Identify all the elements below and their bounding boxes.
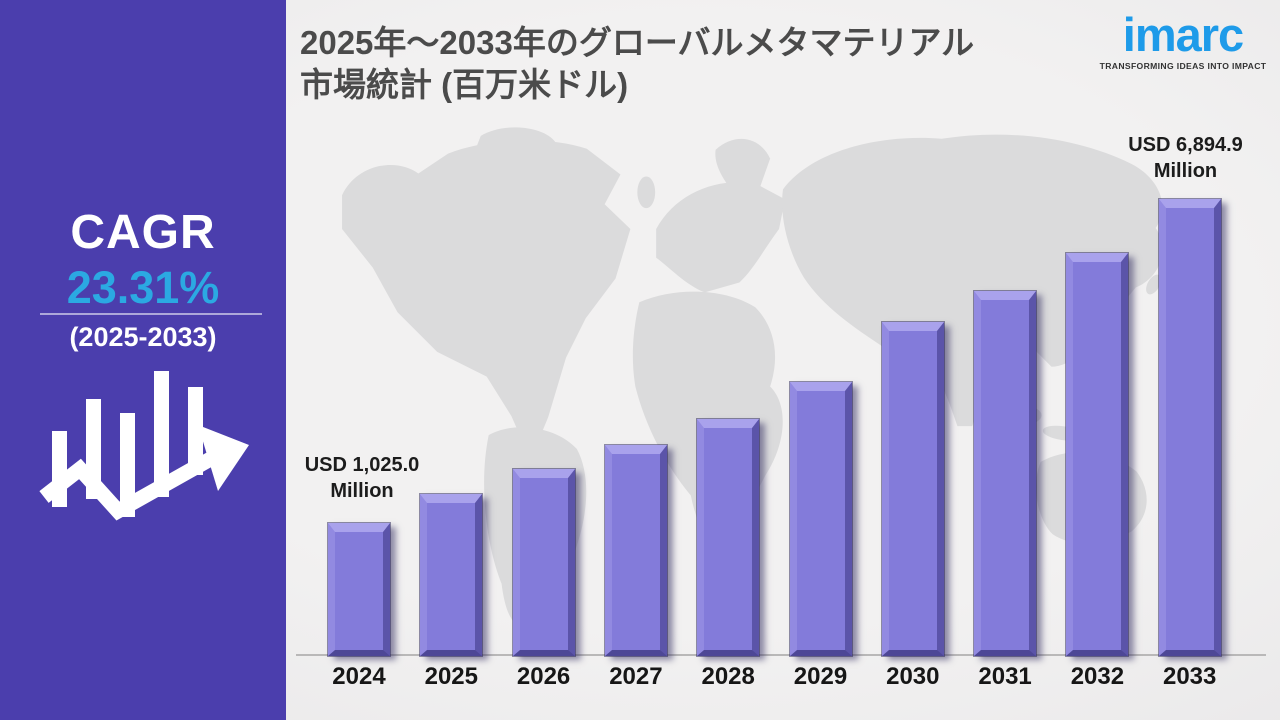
bar-2033: [1157, 198, 1222, 657]
data-label-2033: USD 6,894.9 Million: [1108, 132, 1263, 184]
cagr-value: 23.31%: [66, 262, 220, 313]
bar-2024: [327, 522, 391, 657]
x-axis-label-2025: 2025: [424, 663, 478, 690]
data-label-2024-value: USD 1,025.0: [304, 454, 420, 476]
cagr-divider: [40, 313, 262, 315]
cagr-label: CAGR: [70, 206, 216, 259]
bar-2026: [511, 468, 576, 657]
x-axis-label-2024: 2024: [332, 663, 386, 690]
chart-title-line2: 市場統計 (百万米ドル): [300, 66, 629, 104]
x-axis-label-2026: 2026: [516, 663, 571, 690]
data-label-2033-value: USD 6,894.9: [1128, 134, 1243, 156]
x-axis-label-2027: 2027: [609, 663, 663, 690]
bar-2032: [1065, 252, 1130, 657]
data-label-2024: USD 1,025.0 Million: [292, 452, 432, 504]
bar-2027: [603, 444, 668, 657]
growth-chart-arrow-icon: [39, 371, 249, 521]
x-axis-label-2028: 2028: [701, 663, 755, 690]
x-axis-label-2029: 2029: [793, 663, 848, 690]
x-axis-line: [296, 654, 1266, 656]
bar-chart: 2024 2025 2026 2027 2028 2029 2030 2031 2032 2033…: [286, 0, 1280, 720]
data-label-2024-unit: Million: [330, 480, 394, 502]
bar-2025: [419, 493, 484, 657]
x-axis-label-2032: 2032: [1070, 663, 1125, 690]
x-axis-label-2033: 2033: [1162, 663, 1217, 690]
cagr-period: (2025-2033): [69, 322, 217, 352]
imarc-logo-wordmark: imarc: [1122, 8, 1244, 61]
bar-2028: [696, 418, 761, 657]
x-axis-label-2031: 2031: [978, 663, 1032, 690]
chart-title: 2025年～2033年のグローバルメタマテリアル 市場統計 (百万米ドル): [300, 22, 1090, 106]
cagr-sidebar: CAGR 23.31% (2025-2033): [0, 0, 286, 720]
bar-2030: [880, 321, 945, 657]
imarc-logo-tagline: TRANSFORMING IDEAS INTO IMPACT: [1099, 60, 1267, 71]
data-label-2033-unit: Million: [1153, 160, 1218, 182]
x-axis-label-2030: 2030: [886, 663, 940, 690]
bar-2031: [973, 290, 1038, 657]
imarc-logo: imarc TRANSFORMING IDEAS INTO IMPACT: [1092, 6, 1274, 71]
chart-title-line1: 2025年～2033年のグローバルメタマテリアル: [300, 24, 975, 61]
bar-2029: [788, 381, 853, 657]
